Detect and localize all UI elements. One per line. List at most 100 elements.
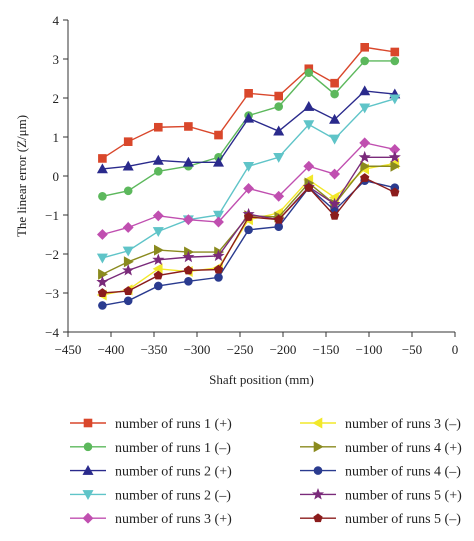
- legend-item: number of runs 3 (–): [300, 417, 461, 432]
- data-point: [212, 210, 225, 221]
- data-point: [154, 281, 163, 291]
- data-point: [388, 150, 401, 163]
- legend-marker: [82, 464, 94, 475]
- data-point: [304, 68, 314, 77]
- x-axis-label: Shaft position (mm): [209, 372, 314, 387]
- data-point: [213, 264, 224, 274]
- data-point: [243, 161, 255, 172]
- y-tick-label: 0: [53, 169, 60, 184]
- data-point: [182, 250, 195, 263]
- legend-item: number of runs 1 (–): [70, 441, 231, 456]
- legend-item: number of runs 2 (+): [70, 465, 232, 480]
- x-tick-label: −100: [356, 342, 383, 357]
- data-point: [359, 137, 371, 149]
- series-line: [102, 46, 395, 160]
- data-point: [214, 273, 223, 282]
- data-point: [213, 216, 224, 228]
- data-point: [360, 160, 371, 172]
- legend-item: number of runs 3 (+): [70, 512, 232, 527]
- data-point: [214, 130, 223, 140]
- y-tick-label: −3: [45, 286, 59, 301]
- data-point: [154, 122, 163, 132]
- data-point: [274, 102, 284, 111]
- data-point: [96, 275, 109, 288]
- series-line: [102, 177, 396, 294]
- data-point: [329, 113, 341, 124]
- y-tick-label: 3: [53, 52, 60, 67]
- series-5: [96, 137, 401, 240]
- series-10: [97, 173, 400, 297]
- data-point: [390, 56, 400, 66]
- legend-marker: [313, 466, 323, 475]
- data-point: [152, 253, 165, 265]
- data-point: [122, 160, 134, 171]
- data-point: [182, 156, 194, 167]
- y-tick-label: 4: [53, 13, 60, 28]
- data-point: [360, 173, 370, 182]
- legend-label: number of runs 5 (+): [345, 488, 462, 503]
- data-point: [273, 125, 285, 136]
- data-point: [98, 191, 107, 201]
- data-point: [303, 120, 315, 131]
- legend-marker: [313, 441, 324, 453]
- data-point: [304, 182, 314, 192]
- data-point: [243, 183, 255, 194]
- legend-marker: [312, 417, 323, 429]
- data-point: [359, 103, 371, 114]
- x-tick-label: −450: [55, 342, 82, 357]
- legend-item: number of runs 5 (–): [300, 512, 461, 527]
- data-point: [328, 197, 341, 210]
- legend: number of runs 1 (+) number of runs 1 (–)…: [70, 417, 462, 527]
- legend-item: number of runs 5 (+): [300, 488, 462, 503]
- data-point: [243, 212, 254, 221]
- data-point: [303, 100, 315, 111]
- data-point: [184, 276, 193, 286]
- legend-item: number of runs 4 (–): [300, 465, 461, 480]
- data-point: [212, 156, 225, 167]
- data-point: [98, 154, 107, 163]
- data-point: [154, 244, 164, 256]
- y-tick-label: 1: [53, 130, 60, 145]
- legend-marker: [82, 512, 94, 524]
- data-point: [97, 288, 108, 297]
- series-8: [98, 176, 400, 310]
- legend-label: number of runs 5 (–): [345, 512, 461, 527]
- legend-label: number of runs 3 (+): [115, 512, 232, 527]
- data-point: [389, 94, 401, 105]
- series-1: [98, 42, 400, 163]
- legend-marker: [83, 442, 93, 452]
- data-point: [360, 56, 370, 66]
- data-point: [274, 214, 284, 224]
- series-layer: [96, 42, 401, 310]
- data-point: [98, 268, 109, 280]
- x-tick-label: −150: [313, 342, 340, 357]
- legend-marker: [83, 418, 93, 428]
- data-point: [244, 225, 253, 235]
- data-point: [330, 89, 339, 99]
- legend-label: number of runs 3 (–): [345, 417, 461, 432]
- legend-label: number of runs 1 (–): [115, 441, 231, 456]
- series-line: [102, 60, 395, 197]
- data-point: [122, 222, 134, 233]
- data-point: [122, 264, 135, 276]
- data-point: [330, 78, 339, 88]
- legend-item: number of runs 2 (–): [70, 488, 231, 503]
- data-point: [358, 150, 371, 163]
- legend-label: number of runs 2 (–): [115, 488, 231, 503]
- data-point: [96, 253, 108, 264]
- series-4: [96, 94, 401, 264]
- data-point: [329, 210, 340, 220]
- data-point: [390, 160, 401, 172]
- data-point: [274, 91, 284, 101]
- data-point: [96, 229, 108, 240]
- data-point: [390, 187, 400, 197]
- data-point: [123, 186, 133, 196]
- data-point: [152, 210, 164, 222]
- data-point: [273, 152, 285, 163]
- data-point: [123, 256, 134, 268]
- data-point: [152, 154, 164, 165]
- data-point: [273, 190, 285, 202]
- data-point: [184, 122, 193, 131]
- data-point: [122, 246, 134, 257]
